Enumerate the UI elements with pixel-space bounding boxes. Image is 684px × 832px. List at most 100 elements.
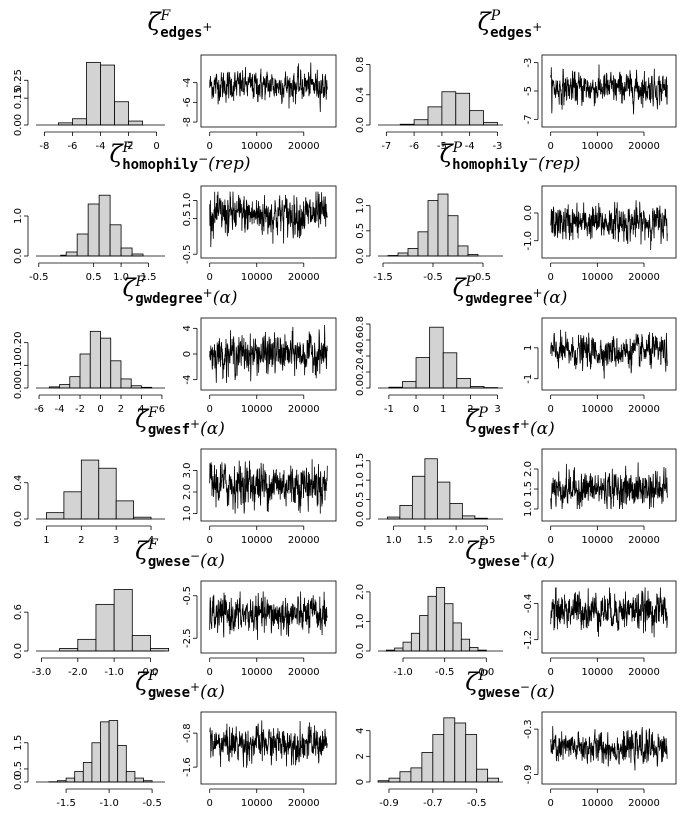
- x-axis: 0 10000 20000: [547, 394, 660, 415]
- plot-frame: [200, 580, 337, 654]
- y-tick-label: 0.0: [13, 774, 24, 790]
- title-subscript: gwese: [478, 685, 520, 701]
- y-tick-label: 1.0: [13, 208, 24, 224]
- y-tick-label: 1.5: [523, 481, 534, 497]
- x-axis: 0 10000 20000: [207, 394, 320, 415]
- y-tick-label: -1.0: [523, 231, 534, 251]
- y-axis: 0.0 0.4 0.8: [355, 57, 371, 133]
- histogram-bar: [74, 771, 84, 783]
- y-axis: 0.00.5 1.5: [13, 735, 29, 790]
- x-tick-label: 0: [207, 798, 213, 809]
- y-tick-label: 0.10: [13, 354, 24, 376]
- histogram-bar: [441, 91, 457, 126]
- y-axis: 0.0 0.5 1.0: [355, 198, 371, 264]
- y-tick-label: 1.0: [355, 472, 366, 488]
- plot-frame: [200, 54, 337, 128]
- y-tick-label: 1.5: [355, 453, 366, 469]
- y-axis: -0.5 0.51.0: [182, 193, 198, 264]
- histogram-bar: [63, 491, 82, 520]
- histogram-bar: [455, 92, 471, 126]
- trace-line: [209, 62, 328, 113]
- histogram-bar: [91, 742, 101, 783]
- title-sign: −: [198, 152, 208, 166]
- x-tick-label: 20000: [628, 535, 660, 546]
- histogram-bar: [72, 118, 87, 126]
- y-axis: -1.0 0.0: [523, 205, 539, 251]
- histogram-bar: [417, 231, 429, 257]
- title-subscript: gwesf: [148, 422, 190, 438]
- trace-plot-1-3: 0 10000 20000 -1.0 0.0: [523, 185, 677, 283]
- y-tick-label: -0.9: [523, 765, 534, 785]
- title-sign: +: [533, 286, 543, 300]
- y-axis: 0 2 4: [355, 727, 371, 785]
- histogram-0-2: ζP edges+ -7 -6 -5 -4 -3 0.0 0.4 0.8: [355, 8, 542, 152]
- x-tick-label: 10000: [241, 141, 273, 152]
- title-zeta: ζ: [478, 8, 493, 36]
- y-tick-label: 0.4: [13, 475, 24, 491]
- x-tick-label: -6: [34, 404, 44, 415]
- x-axis: 0 10000 20000: [207, 525, 320, 546]
- x-axis: -1 0 1 2 3: [384, 394, 501, 415]
- title-argument: (α): [543, 288, 568, 308]
- x-tick-label: 4: [138, 404, 144, 415]
- y-axis: -2.5 -0.5: [182, 586, 198, 648]
- title-superscript: P: [477, 668, 488, 684]
- title-subscript: gwdegree: [465, 291, 532, 307]
- trace-plot-5-3: 0 10000 20000 -0.9 -0.3: [523, 711, 677, 809]
- histogram-bar: [100, 721, 110, 783]
- x-axis: 0 10000 20000: [547, 657, 660, 678]
- title-subscript: edges: [490, 25, 532, 41]
- histogram-bar: [115, 500, 135, 520]
- x-tick-label: 10000: [581, 798, 613, 809]
- title-zeta: ζ: [123, 274, 138, 302]
- histogram-bar: [100, 64, 115, 126]
- histogram-bar: [388, 777, 401, 783]
- trace-plot-0-3: 0 10000 20000 -7 -5 -3: [523, 54, 677, 152]
- histogram-bar: [411, 475, 426, 520]
- y-tick-label: 0.4: [355, 87, 366, 103]
- y-tick-label: -8: [182, 117, 193, 127]
- x-tick-label: 10000: [241, 272, 273, 283]
- y-axis: 0.00.20.40.60.8: [355, 316, 371, 396]
- title-superscript: P: [452, 140, 463, 156]
- title-superscript: P: [465, 274, 476, 290]
- title-subscript: gwese: [148, 554, 190, 570]
- title-argument: (α): [200, 551, 225, 571]
- y-tick-label: 0.00: [13, 377, 24, 399]
- y-tick-label: -5: [523, 86, 534, 96]
- panel-title: ζF homophily−(rep): [110, 140, 251, 174]
- x-axis: 0 10000 20000: [207, 788, 320, 809]
- title-argument: (α): [530, 551, 555, 571]
- x-tick-label: 20000: [288, 272, 320, 283]
- y-axis: 1.0 2.0 3.0: [182, 462, 198, 522]
- x-tick-label: -1.0: [393, 667, 413, 678]
- x-tick-label: 2: [118, 404, 124, 415]
- histogram-bar: [80, 459, 100, 520]
- y-tick-label: 0.8: [355, 316, 366, 332]
- y-tick-label: -2.5: [182, 628, 193, 648]
- y-tick-label: 1: [523, 345, 534, 351]
- x-axis: 0 10000 20000: [207, 131, 320, 152]
- title-superscript: F: [135, 274, 147, 290]
- y-tick-label: -0.5: [182, 586, 193, 606]
- y-axis: 0.0 0.4: [13, 475, 29, 527]
- title-argument: (α): [530, 419, 555, 439]
- x-tick-label: 3: [494, 404, 500, 415]
- plot-frame: [200, 317, 337, 391]
- title-superscript: F: [160, 8, 172, 24]
- histogram-bar: [461, 515, 476, 520]
- y-tick-label: 2.0: [355, 584, 366, 600]
- histogram-bar: [437, 193, 449, 257]
- y-tick-label: -4: [182, 375, 193, 385]
- x-tick-label: 0: [547, 141, 553, 152]
- x-axis: 0 10000 20000: [207, 262, 320, 283]
- histogram-bar: [469, 647, 479, 652]
- histogram-bar: [131, 635, 151, 652]
- histogram-bar: [427, 200, 439, 257]
- y-tick-label: 0.0: [13, 248, 24, 264]
- x-tick-label: 0: [207, 667, 213, 678]
- plot-frame: [200, 448, 337, 522]
- histogram-bar: [419, 615, 429, 652]
- histogram-bar: [410, 767, 423, 783]
- plot-frame: [541, 185, 677, 259]
